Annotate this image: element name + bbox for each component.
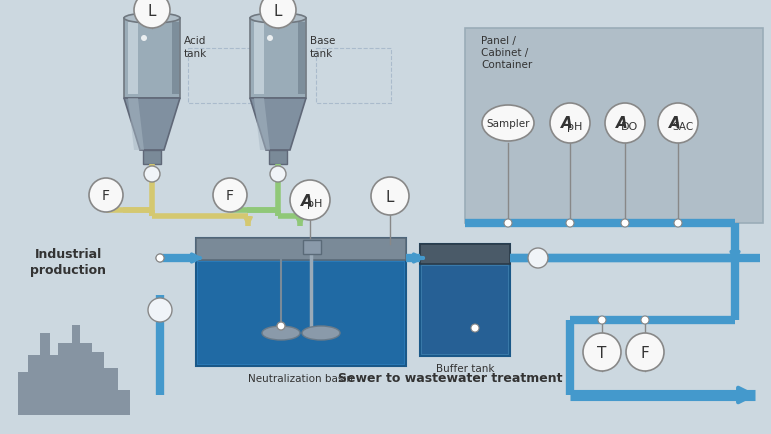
Text: L: L <box>386 190 394 204</box>
Circle shape <box>621 219 629 227</box>
Text: A: A <box>669 116 681 132</box>
Circle shape <box>270 166 286 182</box>
Circle shape <box>605 103 645 143</box>
Text: Panel /: Panel / <box>481 36 516 46</box>
Circle shape <box>141 35 147 41</box>
Bar <box>269 150 287 164</box>
Text: Sewer to wastewater treatment: Sewer to wastewater treatment <box>338 372 562 385</box>
Polygon shape <box>128 98 144 150</box>
Text: Buffer tank: Buffer tank <box>436 364 494 374</box>
Text: F: F <box>102 189 110 203</box>
Text: Container: Container <box>481 60 532 70</box>
Circle shape <box>626 333 664 371</box>
Text: Cabinet /: Cabinet / <box>481 48 528 58</box>
Text: pH: pH <box>567 122 583 132</box>
Text: L: L <box>274 3 282 19</box>
Circle shape <box>528 248 548 268</box>
Ellipse shape <box>124 13 180 23</box>
Text: F: F <box>226 189 234 203</box>
Bar <box>298 22 305 94</box>
Circle shape <box>674 219 682 227</box>
Circle shape <box>641 316 649 324</box>
Text: T: T <box>598 345 607 361</box>
Circle shape <box>566 219 574 227</box>
Circle shape <box>290 180 330 220</box>
Bar <box>316 48 391 103</box>
Circle shape <box>260 0 296 28</box>
Bar <box>198 262 404 364</box>
Bar <box>188 48 263 103</box>
Text: pH: pH <box>308 199 323 209</box>
Bar <box>172 22 179 94</box>
Ellipse shape <box>250 13 306 23</box>
Bar <box>196 238 406 366</box>
Bar <box>196 238 406 260</box>
Bar <box>465 28 763 223</box>
Circle shape <box>658 103 698 143</box>
Ellipse shape <box>482 105 534 141</box>
Circle shape <box>471 324 479 332</box>
Bar <box>303 240 321 254</box>
Circle shape <box>213 178 247 212</box>
Text: DO: DO <box>621 122 638 132</box>
Text: Base
tank: Base tank <box>310 36 335 59</box>
Polygon shape <box>254 98 270 150</box>
Polygon shape <box>124 98 180 150</box>
Circle shape <box>156 254 164 262</box>
Circle shape <box>267 35 273 41</box>
Polygon shape <box>250 98 306 150</box>
Ellipse shape <box>262 326 300 340</box>
Text: F: F <box>641 345 649 361</box>
Circle shape <box>134 0 170 28</box>
Bar <box>124 18 180 98</box>
Bar <box>420 244 510 356</box>
Bar <box>128 22 138 94</box>
Circle shape <box>550 103 590 143</box>
Text: A: A <box>561 116 573 132</box>
Circle shape <box>583 333 621 371</box>
Circle shape <box>277 322 285 330</box>
Text: Sampler: Sampler <box>487 119 530 129</box>
Circle shape <box>371 177 409 215</box>
Bar <box>420 244 510 264</box>
Text: L: L <box>148 3 157 19</box>
Text: A: A <box>301 194 313 208</box>
Circle shape <box>598 316 606 324</box>
Circle shape <box>89 178 123 212</box>
Text: A: A <box>616 116 628 132</box>
Text: Neutralization basin: Neutralization basin <box>248 374 353 384</box>
Circle shape <box>144 166 160 182</box>
Circle shape <box>504 219 512 227</box>
Text: Acid
tank: Acid tank <box>184 36 207 59</box>
Bar <box>254 22 264 94</box>
Text: SAC: SAC <box>672 122 694 132</box>
Polygon shape <box>18 325 130 415</box>
Bar <box>422 266 508 354</box>
Circle shape <box>148 298 172 322</box>
Text: Industrial
production: Industrial production <box>30 248 106 277</box>
Circle shape <box>156 254 164 262</box>
Ellipse shape <box>302 326 340 340</box>
Bar <box>250 18 306 98</box>
Bar <box>143 150 161 164</box>
